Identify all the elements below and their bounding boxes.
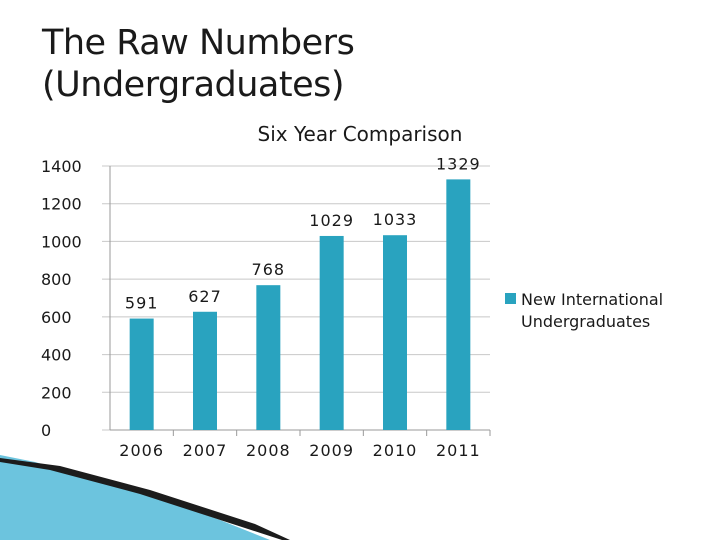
- y-tick-label: 200: [41, 383, 72, 402]
- slide-title-line-1: The Raw Numbers: [42, 23, 355, 63]
- data-label: 627: [188, 287, 222, 306]
- bar: [446, 179, 471, 430]
- data-label: 1329: [436, 154, 481, 173]
- y-tick-label: 1400: [41, 157, 82, 176]
- x-tick-label: 2011: [436, 441, 481, 460]
- x-tick-label: 2007: [183, 441, 228, 460]
- y-tick-label: 1200: [41, 195, 82, 214]
- bar: [319, 235, 344, 430]
- data-label: 1033: [373, 210, 418, 229]
- data-label: 591: [125, 294, 159, 313]
- x-tick-label: 2008: [246, 441, 291, 460]
- y-tick-label: 0: [41, 421, 51, 440]
- decorative-swoosh-light: [0, 455, 270, 540]
- data-label: 768: [252, 260, 286, 279]
- bar: [256, 285, 281, 430]
- bar: [129, 318, 154, 430]
- y-tick-label: 800: [41, 270, 72, 289]
- decorative-swoosh-dark: [0, 458, 290, 540]
- legend-swatch: [505, 293, 516, 304]
- grid-layer: 0 200 400 600 800 1000 1200 1400: [41, 157, 491, 440]
- bar: [193, 311, 217, 430]
- slide-title-line-2: (Undergraduates): [42, 65, 345, 105]
- chart-legend: New International Undergraduates: [505, 289, 701, 333]
- x-tick-label: 2006: [119, 441, 164, 460]
- y-tick-label: 400: [41, 346, 72, 365]
- y-tick-label: 1000: [41, 232, 82, 251]
- chart-title: Six Year Comparison: [258, 122, 463, 146]
- bar: [383, 235, 407, 430]
- labels-layer: 2006 591 2007 627 2008 768 2009 1029 2010 1033 201…: [119, 154, 481, 460]
- data-label: 1029: [309, 211, 354, 230]
- y-tick-label: 600: [41, 308, 72, 327]
- slide-title: The Raw Numbers (Undergraduates): [42, 22, 355, 106]
- legend-label: New International Undergraduates: [521, 290, 664, 331]
- x-tick-label: 2009: [309, 441, 354, 460]
- bars-layer: [129, 179, 471, 430]
- x-tick-label: 2010: [373, 441, 418, 460]
